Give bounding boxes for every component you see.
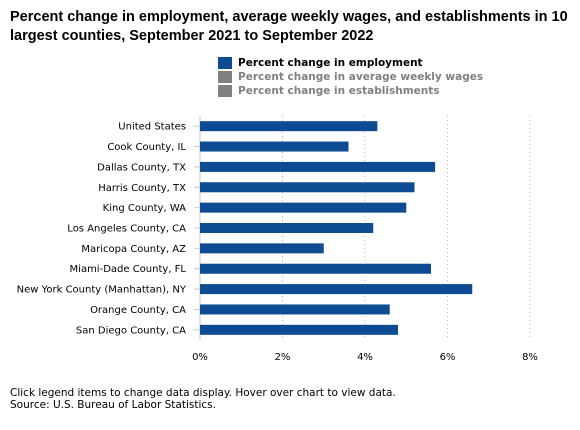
legend-swatch-employment — [218, 57, 232, 69]
bar-7[interactable] — [200, 263, 431, 274]
legend-label-employment: Percent change in employment — [238, 57, 423, 69]
x-tick-label-4: 8% — [522, 352, 538, 363]
legend-item-establishments[interactable]: Percent change in establishments — [218, 84, 483, 98]
footer-note: Click legend items to change data displa… — [10, 387, 396, 399]
category-label-2: Dallas County, TX — [97, 162, 186, 173]
legend-swatch-establishments — [218, 85, 232, 97]
bar-6[interactable] — [200, 243, 324, 254]
chart-footer: Click legend items to change data displa… — [10, 387, 570, 411]
chart-legend: Percent change in employment Percent cha… — [218, 56, 483, 98]
bar-1[interactable] — [200, 141, 349, 152]
category-label-10: San Diego County, CA — [76, 325, 186, 336]
footer-source: Source: U.S. Bureau of Labor Statistics. — [10, 399, 216, 411]
legend-label-wages: Percent change in average weekly wages — [238, 71, 484, 83]
category-label-3: Harris County, TX — [98, 183, 186, 194]
x-tick-label-3: 6% — [440, 352, 456, 363]
bar-3[interactable] — [200, 182, 415, 193]
x-tick-label-1: 2% — [275, 352, 291, 363]
category-label-7: Miami-Dade County, FL — [70, 264, 187, 275]
x-tick-label-0: 0% — [192, 352, 208, 363]
bar-10[interactable] — [200, 324, 398, 335]
x-tick-label-2: 4% — [357, 352, 373, 363]
bar-5[interactable] — [200, 223, 374, 233]
legend-swatch-wages — [218, 71, 232, 83]
bar-8[interactable] — [200, 284, 473, 295]
category-label-6: Maricopa County, AZ — [81, 244, 186, 255]
category-label-8: New York County (Manhattan), NY — [17, 285, 187, 296]
category-label-5: Los Angeles County, CA — [67, 224, 186, 235]
bar-4[interactable] — [200, 202, 407, 213]
category-label-1: Cook County, IL — [107, 142, 186, 153]
bar-9[interactable] — [200, 304, 390, 315]
category-label-4: King County, WA — [103, 203, 187, 214]
chart-title: Percent change in employment, average we… — [10, 9, 568, 44]
bar-2[interactable] — [200, 161, 436, 172]
bar-0[interactable] — [200, 121, 378, 132]
legend-label-establishments: Percent change in establishments — [238, 85, 440, 97]
category-label-0: United States — [118, 122, 186, 133]
category-label-9: Orange County, CA — [90, 305, 186, 316]
legend-item-wages[interactable]: Percent change in average weekly wages — [218, 70, 483, 84]
legend-item-employment[interactable]: Percent change in employment — [218, 56, 483, 70]
